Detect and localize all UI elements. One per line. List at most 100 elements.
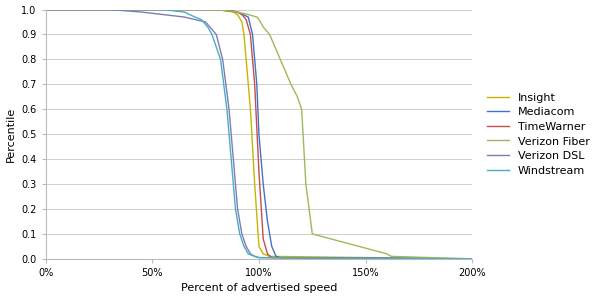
Insight [42,8,49,11]
Windstream [217,58,224,61]
Line: Windstream: Windstream [46,10,472,259]
Windstream [223,107,230,111]
Insight [242,58,250,61]
Verizon Fiber [260,25,267,29]
Mediacom [268,245,275,248]
Line: Verizon DSL: Verizon DSL [46,10,472,259]
Verizon DSL [202,20,209,24]
Verizon Fiber [469,257,476,261]
Verizon DSL [106,8,113,11]
Mediacom [256,132,263,136]
Verizon DSL [181,15,188,19]
Verizon DSL [191,18,199,21]
Verizon Fiber [234,10,241,14]
Verizon Fiber [388,254,395,258]
Insight [256,245,263,248]
Windstream [232,207,239,211]
Verizon DSL [247,252,254,256]
Insight [230,10,237,14]
Verizon Fiber [277,58,284,61]
Mediacom [245,15,252,19]
Insight [469,257,476,261]
Windstream [245,252,252,256]
Windstream [469,257,476,261]
Verizon Fiber [294,95,301,99]
Mediacom [260,182,267,186]
Verizon DSL [219,58,226,61]
Windstream [251,254,258,258]
Verizon Fiber [266,33,273,36]
Windstream [159,8,166,11]
Mediacom [249,33,256,36]
Insight [241,33,248,36]
TimeWarner [238,13,245,16]
Verizon DSL [42,8,49,11]
TimeWarner [42,8,49,11]
Verizon Fiber [256,18,263,21]
Windstream [198,18,205,21]
Windstream [208,33,215,36]
Insight [251,182,258,186]
Windstream [256,256,263,260]
Verizon Fiber [298,107,305,111]
Verizon DSL [234,207,241,211]
Verizon DSL [226,107,233,111]
Verizon DSL [251,254,258,258]
TimeWarner [251,83,258,86]
TimeWarner [234,10,241,14]
Insight [212,8,220,11]
Windstream [204,25,211,29]
TimeWarner [268,256,275,260]
Verizon DSL [212,33,220,36]
Legend: Insight, Mediacom, TimeWarner, Verizon Fiber, Verizon DSL, Windstream: Insight, Mediacom, TimeWarner, Verizon F… [482,88,594,180]
Verizon Fiber [302,182,310,186]
Mediacom [469,257,476,261]
Insight [234,13,241,16]
Windstream [42,8,49,11]
Verizon DSL [469,257,476,261]
Windstream [191,15,199,19]
Verizon DSL [238,232,245,236]
Verizon DSL [242,245,250,248]
TimeWarner [260,237,267,241]
Y-axis label: Percentile: Percentile [5,106,16,162]
Verizon DSL [138,10,145,14]
Line: TimeWarner: TimeWarner [46,10,472,259]
Insight [170,8,177,11]
Insight [260,252,267,256]
Mediacom [253,83,260,86]
Line: Verizon Fiber: Verizon Fiber [46,10,472,259]
TimeWarner [223,8,230,11]
Verizon DSL [230,157,237,161]
Verizon DSL [256,256,263,260]
Mediacom [264,220,271,223]
Insight [238,20,245,24]
Windstream [227,157,235,161]
X-axis label: Percent of advertised speed: Percent of advertised speed [181,283,337,293]
TimeWarner [256,170,263,173]
Windstream [236,232,244,236]
Mediacom [42,8,49,11]
Verizon Fiber [253,15,260,19]
Line: Mediacom: Mediacom [46,10,472,259]
Verizon Fiber [383,252,391,256]
TimeWarner [264,252,271,256]
Insight [247,107,254,111]
Mediacom [277,256,284,260]
Mediacom [212,8,220,11]
Mediacom [170,8,177,11]
Verizon DSL [159,13,166,16]
Windstream [181,10,188,14]
Mediacom [272,254,280,258]
TimeWarner [469,257,476,261]
Verizon Fiber [287,83,295,86]
Verizon Fiber [212,8,220,11]
Verizon Fiber [42,8,49,11]
TimeWarner [247,33,254,36]
Verizon Fiber [245,13,252,16]
Verizon Fiber [308,232,316,236]
Windstream [212,45,220,49]
Mediacom [234,10,241,14]
Windstream [241,245,248,248]
TimeWarner [242,18,250,21]
